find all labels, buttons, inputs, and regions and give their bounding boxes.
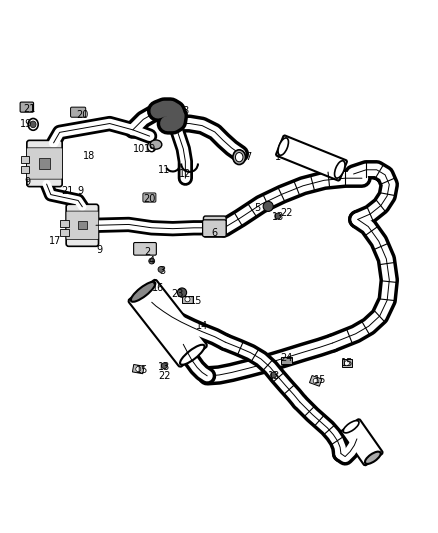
Circle shape (149, 258, 155, 264)
Ellipse shape (148, 142, 156, 152)
Text: 15: 15 (136, 365, 148, 375)
Text: 20: 20 (143, 194, 156, 204)
Bar (182, 295, 193, 303)
Text: 7: 7 (245, 152, 251, 162)
FancyBboxPatch shape (143, 193, 156, 202)
Text: 13: 13 (158, 361, 170, 372)
Text: 13: 13 (268, 371, 280, 381)
Text: 2: 2 (145, 247, 151, 257)
Text: 4: 4 (148, 256, 155, 266)
Text: 24: 24 (280, 353, 293, 363)
Text: 21: 21 (23, 104, 35, 114)
FancyBboxPatch shape (203, 220, 226, 237)
Text: 9: 9 (77, 186, 83, 196)
Text: 21: 21 (61, 186, 74, 196)
Text: 17: 17 (49, 236, 61, 246)
Bar (39, 158, 49, 168)
Ellipse shape (150, 140, 162, 149)
FancyBboxPatch shape (27, 148, 62, 179)
Text: 9: 9 (96, 245, 102, 255)
Circle shape (275, 213, 281, 219)
FancyBboxPatch shape (128, 280, 207, 367)
FancyBboxPatch shape (341, 419, 383, 465)
Text: 15: 15 (190, 296, 202, 306)
Ellipse shape (278, 138, 289, 155)
FancyBboxPatch shape (71, 107, 86, 117)
Text: 8: 8 (182, 106, 188, 116)
Text: 22: 22 (158, 371, 170, 381)
Ellipse shape (233, 150, 245, 165)
Text: 14: 14 (196, 321, 208, 331)
Ellipse shape (180, 345, 205, 365)
Text: 13: 13 (272, 212, 284, 222)
Text: 3: 3 (159, 266, 165, 276)
Circle shape (263, 201, 273, 212)
Text: 11: 11 (158, 165, 170, 175)
Circle shape (313, 378, 318, 383)
Text: 15: 15 (314, 375, 326, 385)
Circle shape (344, 361, 350, 366)
Text: 16: 16 (152, 284, 164, 293)
Text: 5: 5 (254, 203, 260, 213)
Ellipse shape (28, 118, 38, 130)
Bar (342, 359, 352, 367)
Ellipse shape (343, 421, 359, 433)
Circle shape (158, 266, 164, 272)
Circle shape (161, 363, 167, 369)
Text: 1: 1 (275, 152, 281, 162)
Bar (281, 357, 292, 364)
Text: 15: 15 (341, 358, 353, 368)
FancyBboxPatch shape (20, 102, 34, 112)
FancyBboxPatch shape (203, 216, 226, 237)
Text: 19: 19 (144, 144, 156, 154)
Circle shape (136, 367, 141, 372)
Bar (21, 156, 29, 163)
Circle shape (177, 288, 187, 297)
Bar (310, 376, 322, 386)
Text: 20: 20 (76, 110, 88, 120)
FancyBboxPatch shape (276, 135, 347, 181)
Ellipse shape (335, 161, 345, 178)
FancyBboxPatch shape (66, 211, 99, 239)
Text: 10: 10 (133, 144, 145, 154)
Text: 22: 22 (280, 208, 293, 217)
Text: 6: 6 (212, 228, 218, 238)
Ellipse shape (365, 451, 381, 464)
FancyBboxPatch shape (27, 140, 62, 187)
Bar (21, 166, 29, 173)
Ellipse shape (30, 121, 36, 128)
Ellipse shape (235, 152, 243, 162)
FancyBboxPatch shape (134, 243, 156, 255)
Bar (132, 365, 144, 374)
Circle shape (185, 297, 190, 302)
Circle shape (271, 372, 277, 378)
Text: 18: 18 (82, 151, 95, 161)
Bar (78, 221, 87, 230)
FancyBboxPatch shape (66, 204, 99, 246)
Bar (60, 230, 69, 236)
Text: 23: 23 (171, 289, 183, 299)
Bar (60, 220, 69, 227)
Text: 12: 12 (179, 169, 191, 179)
Ellipse shape (131, 282, 155, 302)
Text: 19: 19 (20, 118, 32, 128)
Text: 9: 9 (25, 177, 31, 188)
